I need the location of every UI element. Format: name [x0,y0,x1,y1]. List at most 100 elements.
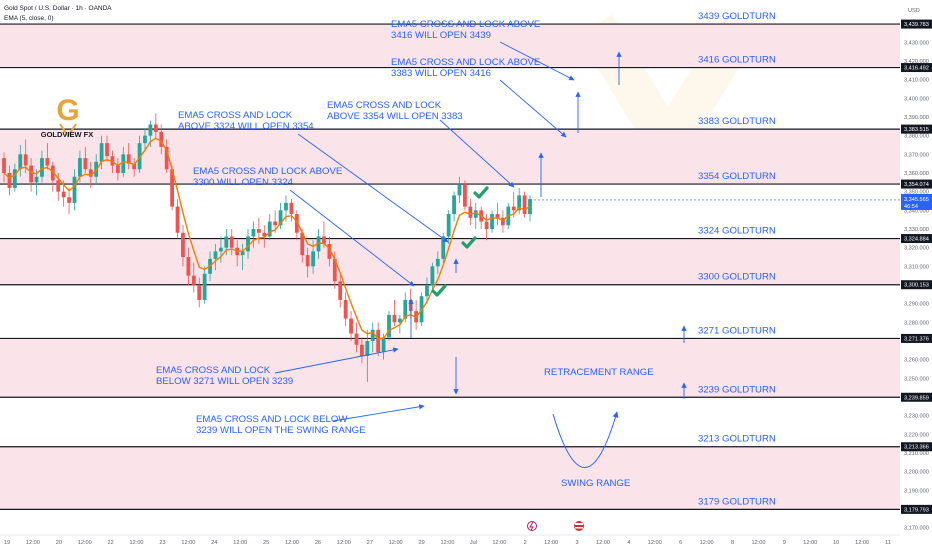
y-tick-25: 3,420.000 [904,59,929,65]
y-tick-16: 3,330.000 [904,227,929,233]
candle-body-29 [159,131,164,147]
candle-body-28 [153,124,158,132]
candle-body-17 [94,161,99,177]
axis-level-tag-4 [901,234,932,244]
candle-body-50 [273,221,278,226]
price-axis-bg [900,0,932,550]
x-tick-2: 20 [56,540,62,546]
candle-body-62 [338,281,343,300]
x-tick-26: 6 [679,540,682,546]
candle-body-11 [61,191,66,198]
candle-body-20 [110,156,115,166]
logo-layer: G GOLDVIEW FX [41,94,94,139]
candle-body-32 [175,206,180,233]
swing-arc [552,411,619,468]
currency-label: USD [908,8,920,14]
x-tick-9: 12:00 [233,540,247,546]
candle-body-4 [23,154,28,166]
candle-body-40 [219,247,223,252]
candle-body-46 [251,229,256,237]
axis-level-tag-5 [901,280,932,290]
x-tick-29: 12:00 [751,540,765,546]
swing-range-label: SWING RANGE [561,478,630,489]
candle-body-44 [240,251,245,256]
candle-body-42 [229,236,234,248]
candle-body-5 [29,165,34,183]
candle-body-80 [435,258,440,267]
zones-layer [0,24,900,510]
candle-body-54 [294,214,299,233]
level-label-6: 3271 GOLDTURN [698,325,776,336]
ema-layer [3,137,531,340]
event-icon-flash [527,521,537,531]
candle-body-12 [67,197,71,203]
annotation-6-line-1: 3239 WILL OPEN THE SWING RANGE [196,425,366,436]
axis-level-tag-text-2: 3,383.515 [904,127,929,133]
y-tick-4: 3,210.000 [904,451,929,457]
candle-body-84 [457,184,462,196]
annotation-0-line-0: EMA5 CROSS AND LOCK ABOVE [391,19,540,30]
candle-body-31 [170,169,175,207]
candle-body-7 [40,158,44,177]
candle-body-37 [202,273,207,300]
arrow-3 [439,119,515,188]
x-tick-27: 12:00 [700,540,714,546]
arrow-4 [289,189,415,287]
candle-body-26 [143,135,147,144]
indicator-legend[interactable]: EMA (5, close, 0) [4,15,54,22]
x-tick-34: 11 [885,540,891,546]
annotation-4-line-1: 3300 WILL OPEN 3324 [193,177,294,188]
candle-body-1 [7,173,12,188]
axis-level-tag-text-1: 3,416.492 [904,66,929,72]
logo-mark: G [56,94,79,127]
x-tick-13: 12:00 [337,540,351,546]
candle-body-49 [267,221,272,237]
candle-body-61 [332,258,337,282]
symbol-title[interactable]: Gold Spot / U.S. Dollar · 1h · OANDA [4,5,112,12]
y-tick-22: 3,390.000 [904,115,929,121]
level-label-3: 3354 GOLDTURN [698,171,776,182]
y-tick-20: 3,370.000 [904,152,929,158]
candle-body-30 [164,146,169,170]
x-tick-25: 12:00 [648,540,662,546]
x-tick-30: 9 [783,540,786,546]
annotation-3-line-0: EMA5 CROSS AND LOCK [327,100,442,111]
x-tick-4: 22 [108,540,114,546]
level-label-4: 3324 GOLDTURN [698,226,776,237]
candle-body-89 [484,221,489,229]
candle-body-45 [246,236,250,252]
candle-body-74 [403,299,408,319]
levels-layer: 3439 GOLDTURN 3,439.783 3416 GOLDTURN 3,416… [0,11,932,514]
y-tick-23: 3,400.000 [904,96,929,102]
axis-level-tag-2 [901,124,932,134]
candle-body-36 [197,285,202,300]
annotation-0-line-1: 3416 WILL OPEN 3439 [391,30,491,41]
check-mark-2 [431,284,447,297]
candle-body-85 [463,184,467,207]
candle-body-67 [365,341,370,356]
x-tick-22: 3 [575,540,578,546]
y-tick-6: 3,230.000 [904,414,929,420]
candle-body-69 [376,329,381,353]
candle-body-23 [126,154,131,164]
y-tick-3: 3,200.000 [904,470,929,476]
y-tick-17: 3,340.000 [904,208,929,214]
axis-level-tag-text-0: 3,439.783 [904,22,929,28]
candle-body-10 [56,180,61,192]
candle-body-56 [305,255,310,267]
arrow-1 [499,79,567,138]
candle-body-14 [78,158,82,177]
x-tick-5: 12:00 [130,540,144,546]
candle-body-55 [300,232,305,256]
axis-level-tag-text-5: 3,300.153 [904,283,929,289]
candle-body-66 [359,344,364,356]
x-tick-6: 23 [159,540,165,546]
arrow-2 [297,133,449,243]
zone-3 [0,338,900,398]
y-tick-8: 3,250.000 [904,376,929,382]
x-tick-18: Jul [470,540,477,546]
candle-body-87 [473,210,478,218]
annotation-2-line-0: EMA5 CROSS AND LOCK [178,110,293,121]
